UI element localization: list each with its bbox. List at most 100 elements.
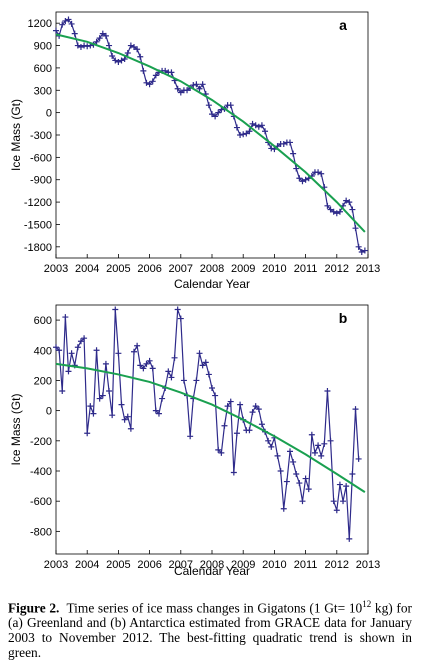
data-point	[308, 431, 315, 438]
caption-superscript: 12	[362, 599, 372, 609]
data-point	[305, 486, 312, 493]
caption-label: Figure 2.	[8, 600, 60, 616]
series-line	[55, 309, 360, 539]
y-tick-label: 600	[34, 63, 52, 75]
data-point	[246, 128, 253, 135]
data-point	[252, 403, 259, 410]
data-point	[106, 388, 113, 395]
x-tick-label: 2011	[294, 559, 318, 571]
data-point	[62, 314, 69, 321]
data-point	[255, 123, 262, 130]
data-point	[146, 81, 153, 88]
data-point	[358, 249, 365, 256]
data-point	[131, 44, 137, 51]
data-point	[258, 122, 265, 129]
data-point	[290, 458, 297, 465]
data-point	[140, 67, 147, 74]
y-tick-label: 0	[46, 406, 52, 418]
data-point	[343, 483, 350, 490]
data-point	[71, 30, 78, 37]
plot-frame	[55, 304, 369, 555]
data-point	[327, 437, 334, 444]
x-tick-label: 2004	[75, 263, 99, 275]
data-point	[343, 197, 350, 204]
data-point	[340, 498, 347, 505]
data-point	[87, 403, 94, 410]
data-point	[196, 85, 203, 92]
data-point	[299, 498, 306, 505]
data-point	[56, 347, 63, 354]
x-tick-label: 2003	[44, 263, 68, 275]
data-point	[336, 208, 343, 215]
data-point	[346, 199, 353, 206]
data-point	[62, 17, 69, 24]
y-tick-label: -200	[30, 436, 52, 448]
data-point	[268, 443, 275, 450]
data-point	[84, 43, 91, 50]
data-point	[84, 430, 91, 437]
data-point	[118, 401, 125, 408]
x-axis-label: Calendar Year	[174, 277, 250, 291]
y-axis-label: Ice Mass (Gt)	[9, 99, 23, 171]
y-tick-label: 1200	[28, 18, 52, 30]
x-tick-label: 2010	[262, 263, 286, 275]
y-tick-label: -1500	[24, 219, 52, 231]
data-point	[336, 481, 343, 488]
data-point	[268, 145, 275, 152]
x-tick-label: 2013	[356, 263, 380, 275]
y-tick-label: -300	[30, 130, 52, 142]
x-tick-label: 2003	[44, 559, 68, 571]
data-point	[218, 449, 225, 456]
series-line	[55, 18, 366, 253]
data-point	[290, 150, 297, 157]
y-tick-label: -800	[30, 526, 52, 538]
series-line	[55, 33, 366, 233]
x-tick-label: 2005	[106, 559, 130, 571]
data-point	[209, 111, 215, 118]
data-point	[315, 169, 322, 176]
panel-label: b	[339, 310, 348, 326]
data-point	[93, 38, 100, 45]
data-point	[90, 410, 97, 417]
y-tick-label: -600	[30, 152, 52, 164]
data-point	[302, 475, 309, 482]
data-point	[237, 401, 244, 408]
data-point	[355, 243, 362, 250]
x-tick-label: 2006	[137, 263, 161, 275]
data-point	[134, 342, 141, 349]
x-tick-label: 2010	[262, 559, 286, 571]
data-point	[293, 471, 300, 478]
data-point	[277, 468, 284, 474]
y-axis-label: Ice Mass (Gt)	[9, 393, 23, 465]
data-point	[330, 498, 337, 505]
panel-label: a	[339, 17, 347, 33]
data-point	[311, 449, 318, 456]
data-point	[177, 89, 184, 96]
y-tick-label: -900	[30, 175, 52, 187]
data-point	[143, 360, 150, 367]
x-tick-label: 2004	[75, 559, 99, 571]
data-point	[102, 32, 109, 39]
data-point	[118, 57, 125, 64]
data-point	[174, 85, 181, 92]
data-point	[68, 20, 75, 27]
data-point	[333, 210, 340, 217]
y-tick-label: -400	[30, 466, 52, 478]
y-tick-label: -1800	[24, 242, 52, 254]
data-point	[65, 368, 72, 375]
data-point	[74, 344, 81, 351]
data-point	[330, 208, 337, 215]
data-point	[265, 437, 272, 444]
data-point	[155, 410, 162, 417]
data-point	[81, 335, 88, 342]
data-point	[53, 344, 59, 351]
data-point	[280, 140, 287, 147]
data-point	[196, 350, 203, 357]
data-point	[230, 469, 237, 476]
series-line	[55, 362, 366, 493]
data-point	[81, 42, 88, 49]
caption-text: kg) for (a) Greenland and (b) Antarctica…	[8, 600, 412, 661]
data-point	[318, 170, 325, 177]
data-point	[255, 406, 262, 413]
data-point	[124, 413, 131, 420]
